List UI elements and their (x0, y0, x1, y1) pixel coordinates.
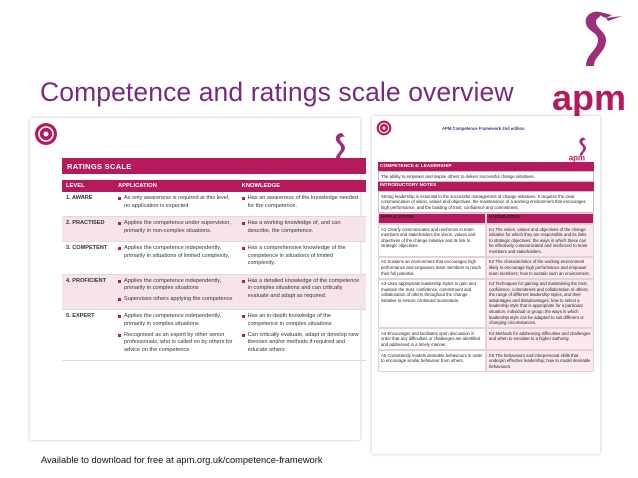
footer-note: Available to download for free at apm.or… (41, 455, 323, 465)
bullet-text: Applies the competence independently, pr… (124, 245, 230, 259)
framework-mark-icon (376, 120, 392, 136)
notes-text: Strong leadership is essential to the su… (378, 191, 594, 213)
bullet-icon (241, 279, 245, 283)
bullet-icon (241, 197, 245, 200)
bullet-item: Applies the competence independently, pr… (118, 313, 234, 328)
application-cell: A2 Sustains an environment that encourag… (378, 256, 486, 279)
bullet-item: Can critically evaluate, adapt or develo… (241, 331, 362, 355)
knowledge-cell: Has an awareness of the knowledge needed… (237, 192, 366, 218)
col-level: LEVEL (62, 180, 114, 192)
bullet-item: As only awareness is required at this le… (118, 195, 234, 210)
bullet-icon (118, 279, 121, 283)
ratings-scale-heading: RATINGS SCALE (62, 158, 366, 174)
bullet-icon (241, 247, 245, 251)
level-cell: 1. AWARE (62, 192, 114, 218)
ratings-row: 4. PROFICIENT Applies the competence inde… (62, 274, 366, 311)
framework-mark-icon (35, 123, 57, 145)
level-cell: 3. COMPETENT (62, 241, 114, 275)
slide-title: Competence and ratings scale overview (40, 77, 514, 107)
bullet-text: Has a comprehensive knowledge of the com… (247, 245, 346, 267)
framework-grid: APPLICATION KNOWLEDGE A1 Clearly communi… (378, 212, 594, 372)
bullet-icon (241, 315, 245, 319)
top-bar (0, 0, 638, 50)
bullet-item: Applies the competence under supervision… (118, 220, 234, 235)
knowledge-cell: Has a detailed knowledge of the competen… (237, 274, 366, 311)
application-cell: A4 Encourages and facilitates open discu… (378, 328, 486, 350)
application-cell: As only awareness is required at this le… (114, 192, 238, 218)
ratings-row: 2. PRACTISED Applies the competence under… (62, 216, 366, 243)
application-cell: Applies the competence independently, pr… (114, 274, 238, 311)
col-knowledge: KNOWLEDGE (486, 212, 594, 225)
notes-title: INTRODUCTORY NOTES (378, 181, 594, 192)
bullet-text: Has a detailed knowledge of the competen… (247, 277, 360, 299)
bullet-text: Applies the competence under supervision… (124, 220, 231, 234)
bullet-icon (118, 315, 121, 319)
competence-title: COMPETENCE 4: LEADERSHIP (378, 162, 594, 172)
apm-logo-text: apm (552, 77, 626, 116)
knowledge-cell: Has an in-depth knowledge of the compete… (237, 309, 366, 362)
ratings-scale-document: apm RATINGS SCALE LEVEL APPLICATION KNOW… (30, 118, 366, 440)
bullet-item: Applies the competence independently, pr… (118, 278, 234, 293)
framework-header: APM Competence Framework 2nd edition (442, 126, 525, 131)
bullet-item: Applies the competence independently, pr… (118, 245, 234, 260)
bullet-text: Can critically evaluate, adapt or develo… (247, 331, 359, 353)
bullet-icon (118, 297, 121, 301)
bullet-text: As only awareness is required at this le… (124, 195, 230, 209)
ratings-row: 5. EXPERT Applies the competence independ… (62, 309, 366, 362)
knowledge-cell: K5 The behaviours and interpersonal skil… (486, 350, 594, 372)
application-cell: Applies the competence under supervision… (114, 216, 238, 243)
application-cell: A1 Clearly communicates and reinforces t… (378, 224, 486, 257)
bullet-text: Applies the competence independently, pr… (124, 313, 222, 328)
level-cell: 2. PRACTISED (62, 216, 114, 243)
bullet-text: Has an in-depth knowledge of the compete… (247, 313, 332, 328)
bullet-icon (241, 333, 245, 337)
bullet-text: Recognised as an expert by other senior … (124, 331, 233, 353)
knowledge-cell: Has a comprehensive knowledge of the com… (237, 241, 366, 275)
application-cell: A3 Uses appropriate leadership styles to… (378, 278, 486, 329)
ratings-table: LEVEL APPLICATION KNOWLEDGE 1. AWARE As o… (62, 180, 366, 362)
bullet-item: Has an awareness of the knowledge needed… (241, 195, 362, 210)
bullet-text: Has an awareness of the knowledge needed… (247, 195, 359, 209)
apm-small-logo: apm (569, 137, 587, 162)
level-cell: 4. PROFICIENT (62, 274, 114, 311)
application-cell: Applies the competence independently, pr… (114, 241, 238, 275)
apm-logo: apm (552, 11, 626, 116)
col-knowledge: KNOWLEDGE (237, 180, 366, 192)
knowledge-cell: Has a working knowledge of, and can desc… (237, 216, 366, 243)
col-application: APPLICATION (378, 212, 486, 225)
ratings-row: 3. COMPETENT Applies the competence indep… (62, 241, 366, 275)
competence-description: The ability to empower and inspire other… (378, 171, 594, 182)
knowledge-cell: K2 The characteristics of the working en… (486, 256, 594, 279)
bullet-item: Has an in-depth knowledge of the compete… (241, 313, 362, 328)
bullet-item: Has a working knowledge of, and can desc… (241, 220, 362, 235)
leadership-competence-document: APM Competence Framework 2nd edition apm… (372, 116, 600, 454)
bullet-item: Has a detailed knowledge of the competen… (241, 277, 362, 301)
apm-small-logo-text: apm (569, 154, 585, 162)
bullet-icon (118, 247, 121, 251)
bullet-icon (118, 333, 121, 337)
ratings-row: 1. AWARE As only awareness is required at… (62, 192, 366, 218)
bullet-item: Supervises others applying the competenc… (118, 296, 234, 304)
knowledge-cell: K4 Methods for addressing difficulties a… (486, 328, 594, 350)
bullet-icon (241, 222, 245, 226)
knowledge-cell: K1 The vision, values and objectives of … (486, 224, 594, 257)
bullet-icon (118, 222, 121, 226)
bullet-text: Applies the competence independently, pr… (124, 277, 222, 292)
bullet-icon (118, 197, 121, 200)
bullet-item: Has a comprehensive knowledge of the com… (241, 245, 362, 268)
bullet-text: Supervises others applying the competenc… (124, 295, 233, 302)
level-cell: 5. EXPERT (62, 309, 114, 362)
application-cell: Applies the competence independently, pr… (114, 309, 238, 362)
bullet-item: Recognised as an expert by other senior … (118, 332, 234, 355)
col-application: APPLICATION (114, 180, 238, 192)
bullet-text: Has a working knowledge of, and can desc… (247, 220, 341, 234)
competence-block: COMPETENCE 4: LEADERSHIP The ability to … (378, 162, 594, 372)
knowledge-cell: K3 Techniques for gaining and maintainin… (486, 278, 594, 329)
application-cell: A5 Consistently models desirable behavio… (378, 350, 486, 372)
